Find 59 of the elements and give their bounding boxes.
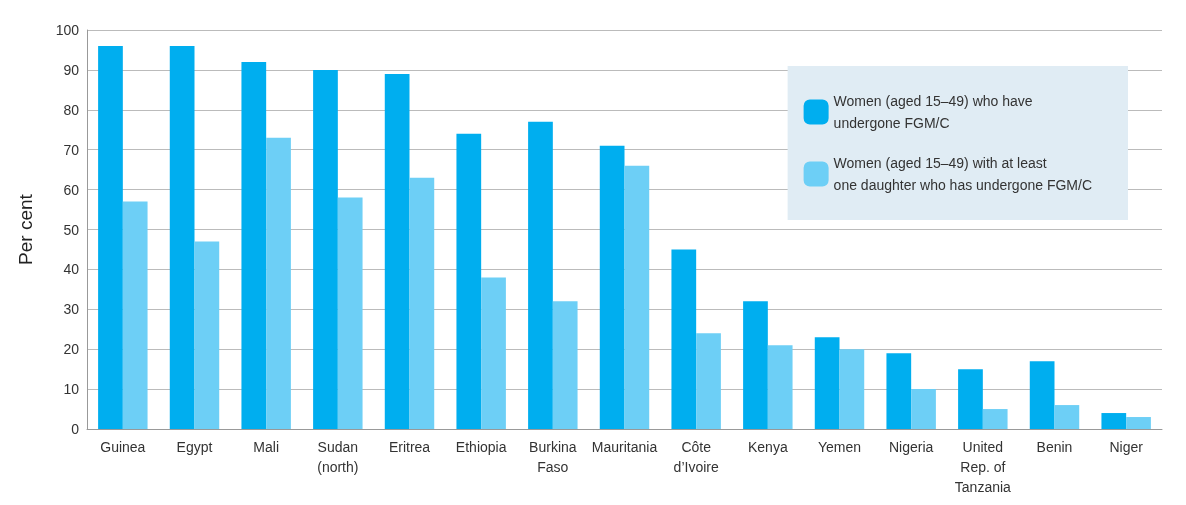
bar: [1029, 361, 1055, 429]
x-tick-label: Niger: [1109, 439, 1144, 455]
bar: [266, 137, 291, 429]
bar: [98, 45, 123, 429]
bar: [743, 301, 768, 429]
x-tick-label: Mauritania: [591, 439, 658, 455]
legend-label: Women (aged 15–49) with at least one daughter who has undergone FGM/C: [833, 155, 1093, 193]
bar: [456, 133, 482, 429]
bar: [1054, 405, 1080, 429]
x-tick-label: Benin: [1036, 439, 1073, 455]
bar: [528, 121, 553, 429]
x-tick-label: Ethiopia: [455, 439, 507, 455]
bar: [409, 177, 435, 429]
x-tick-label: Mali: [253, 439, 279, 455]
x-tick-label: Yemen: [817, 439, 862, 455]
x-tick-label: Guinea: [100, 439, 146, 455]
y-tick-label: 100: [55, 22, 80, 38]
x-tick-label: Sudan (north): [317, 439, 359, 475]
bar: [839, 349, 865, 429]
y-tick-label: 70: [63, 141, 80, 158]
x-tick-label: Egypt: [176, 439, 213, 455]
x-tick-label: Nigeria: [888, 439, 934, 455]
y-tick-label: 10: [63, 381, 80, 398]
bar: [241, 61, 267, 429]
bar: [671, 249, 697, 429]
y-tick-label: 40: [63, 261, 80, 278]
bar: [624, 165, 650, 429]
y-tick-label: 50: [63, 221, 80, 238]
bar: [169, 45, 195, 429]
y-tick-label: 20: [63, 341, 80, 358]
bar: [696, 333, 721, 429]
y-tick-label: 60: [63, 181, 80, 198]
bar: [337, 197, 363, 429]
bar: [982, 409, 1008, 429]
bar: [194, 241, 220, 429]
y-axis-title: Per cent: [15, 193, 36, 265]
bar: [1101, 413, 1127, 429]
bar: [958, 369, 983, 429]
bar: [911, 389, 936, 429]
x-tick-label: Eritrea: [388, 439, 431, 455]
legend-label: Women (aged 15–49) who have undergone FGM/C: [833, 93, 1033, 131]
bar: [814, 337, 840, 429]
bar: [313, 69, 338, 429]
y-tick-label: 30: [63, 301, 80, 318]
bar: [481, 277, 506, 429]
x-tick-label: Kenya: [747, 439, 788, 455]
x-tick-label: United Rep. of Tanzania: [954, 439, 1012, 495]
bar: [552, 301, 578, 429]
y-tick-label: 80: [63, 101, 80, 118]
bar: [767, 345, 793, 429]
y-tick-label: 90: [63, 61, 80, 78]
x-tick-label: Côte d’Ivoire: [673, 439, 719, 475]
y-tick-label: 0: [71, 421, 80, 437]
x-tick-label: Burkina Faso: [529, 439, 577, 475]
bar: [599, 145, 625, 429]
bar: [384, 73, 410, 429]
bar: [886, 353, 912, 429]
bar: [1126, 417, 1151, 429]
bar: [122, 201, 148, 429]
